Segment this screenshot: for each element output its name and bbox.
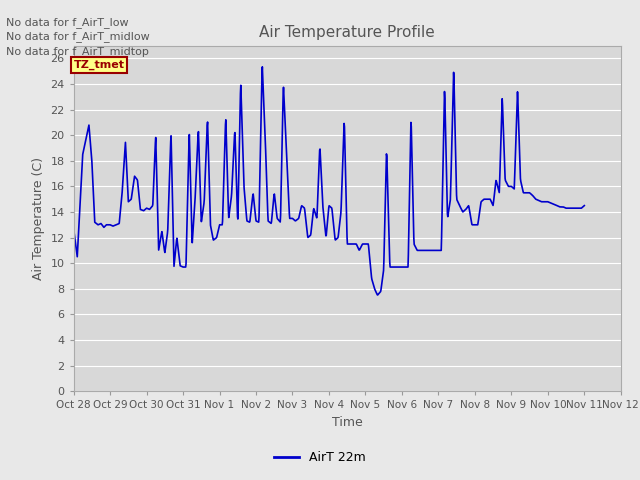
Legend: AirT 22m: AirT 22m	[269, 446, 371, 469]
Text: No data for f_AirT_low: No data for f_AirT_low	[6, 17, 129, 28]
Text: No data for f_AirT_midlow: No data for f_AirT_midlow	[6, 31, 150, 42]
Title: Air Temperature Profile: Air Temperature Profile	[259, 25, 435, 40]
X-axis label: Time: Time	[332, 416, 363, 429]
Y-axis label: Air Temperature (C): Air Temperature (C)	[32, 157, 45, 280]
Text: TZ_tmet: TZ_tmet	[74, 60, 125, 70]
Text: No data for f_AirT_midtop: No data for f_AirT_midtop	[6, 46, 149, 57]
